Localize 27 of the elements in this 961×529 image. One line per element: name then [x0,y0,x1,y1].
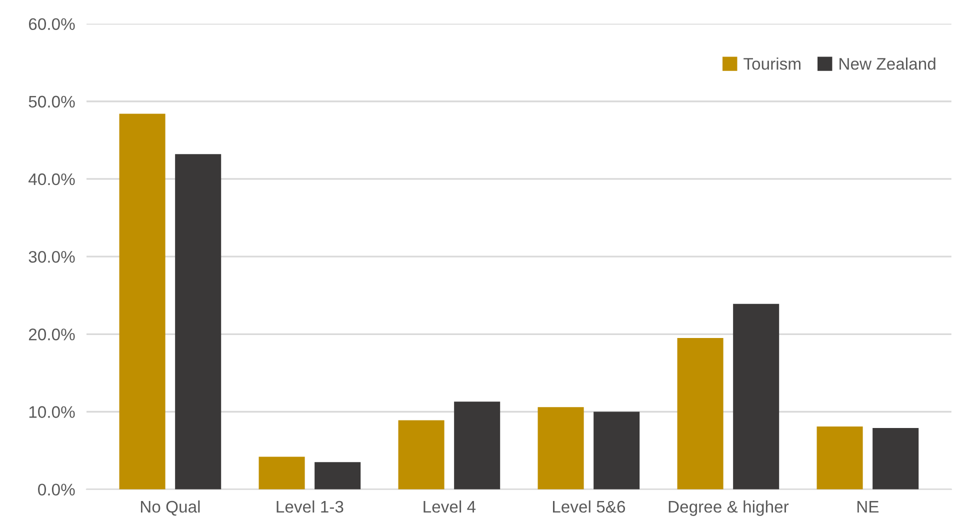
x-tick-label: Level 4 [424,500,476,513]
bar [816,426,863,490]
bar [175,154,222,490]
y-tick-label: 30.0% [28,250,75,263]
y-tick-label: 20.0% [28,328,75,340]
bar [538,407,584,490]
bar [258,456,305,490]
x-tick-label: No Qual [140,500,200,516]
x-tick-label: NE [857,501,879,513]
x-tick-label: Level 1-3 [276,500,344,513]
y-tick-label: 50.0% [28,96,75,108]
y-tick-label: 40.0% [28,173,75,186]
x-tick-label: Level 5&6 [552,500,626,513]
bar [594,412,640,490]
bar [677,338,724,490]
legend-label: New Zealand [840,58,936,70]
legend-label: Tourism [744,58,800,70]
y-tick-label: 10.0% [29,406,75,418]
y-tick-label: 60.0% [28,18,75,30]
bar [733,304,780,490]
bar [398,420,444,490]
bar [314,462,361,490]
y-tick-label: 0.0% [38,484,75,496]
bar [872,428,919,490]
bar [119,114,166,490]
x-tick-label: Degree & higher [668,500,789,516]
bar [454,402,500,490]
